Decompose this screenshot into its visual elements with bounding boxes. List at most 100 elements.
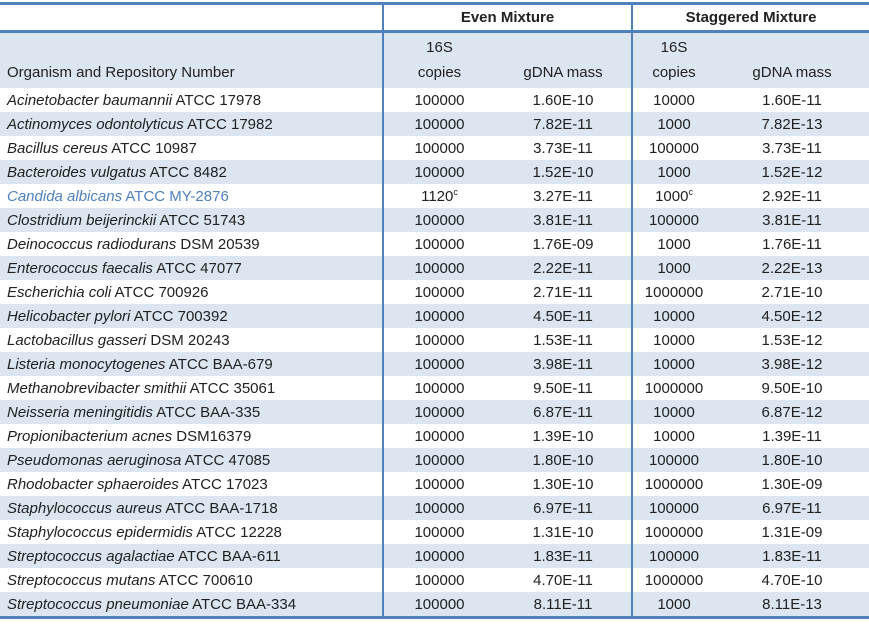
copies-header-line2: copies <box>652 64 696 81</box>
even-16s-copies-cell: 100000 <box>382 328 495 352</box>
staggered-gdna-mass-cell: 4.50E-12 <box>715 304 869 328</box>
even-gdna-mass-cell: 1.60E-10 <box>532 91 594 109</box>
staggered-16s-copies-cell: 100000 <box>631 136 715 160</box>
table-row: Acinetobacter baumannii ATCC 17978 100000… <box>0 88 869 112</box>
organism-name: Propionibacterium acnes <box>7 427 173 445</box>
even-16s-copies-cell: 100000 <box>382 520 495 544</box>
repository-number: ATCC 700392 <box>130 307 228 325</box>
even-gdna-mass-cell: 6.87E-11 <box>495 400 632 424</box>
even-16s-copies-cell: 100000 <box>382 376 495 400</box>
even-gdna-mass-cell: 6.97E-11 <box>495 496 632 520</box>
organism-name: Bacillus cereus <box>7 139 108 157</box>
staggered-gdna-mass-header: gDNA mass <box>715 31 869 88</box>
group-header-row: Even Mixture Staggered Mixture <box>0 3 869 33</box>
staggered-16s-copies-cell: 10000 <box>631 400 715 424</box>
staggered-gdna-mass-cell: 1.60E-11 <box>762 91 822 109</box>
sub-header-row: Organism and Repository Number 16S copie… <box>0 31 869 88</box>
table-row: Propionibacterium acnes DSM16379 100000 1.… <box>0 424 869 448</box>
organism-cell: Neisseria meningitidis ATCC BAA-335 <box>0 400 383 424</box>
organism-name: Staphylococcus aureus <box>7 499 163 517</box>
repository-number: ATCC 8482 <box>146 163 227 181</box>
table-row: Lactobacillus gasseri DSM 20243 100000 1.5… <box>0 328 869 352</box>
organism-name: Pseudomonas aeruginosa <box>7 451 182 469</box>
even-gdna-mass-cell: 8.11E-11 <box>495 592 632 618</box>
organism-name: Actinomyces odontolyticus <box>7 115 184 133</box>
staggered-16s-copies-cell: 1000000 <box>631 280 715 304</box>
staggered-gdna-mass-cell: 4.70E-10 <box>761 571 823 589</box>
organism-cell: Acinetobacter baumannii ATCC 17978 <box>0 88 383 112</box>
table-row: Methanobrevibacter smithii ATCC 35061 100… <box>0 376 869 400</box>
repository-number: ATCC BAA-679 <box>165 355 273 373</box>
even-16s-copies-cell: 100000 <box>382 400 495 424</box>
staggered-gdna-mass-cell: 2.22E-13 <box>715 256 869 280</box>
organism-cell: Actinomyces odontolyticus ATCC 17982 <box>0 112 383 136</box>
table-row: Listeria monocytogenes ATCC BAA-679 10000… <box>0 352 869 376</box>
staggered-16s-copies-cell: 1000 <box>631 160 715 184</box>
organism-name: Streptococcus pneumoniae <box>7 595 189 613</box>
organism-cell: Bacillus cereus ATCC 10987 <box>0 136 383 160</box>
staggered-16s-copies-cell: 1000000 <box>631 472 715 496</box>
even-16s-copies-cell: 100000 <box>382 160 495 184</box>
organism-name: Lactobacillus gasseri <box>7 331 147 349</box>
organism-name: Streptococcus mutans <box>7 571 156 589</box>
even-gdna-mass-cell: 1.52E-10 <box>495 160 632 184</box>
table-row: Escherichia coli ATCC 700926 100000 2.71E-… <box>0 280 869 304</box>
even-gdna-mass-cell: 1.30E-10 <box>532 475 594 493</box>
copies-header-line1: 16S <box>660 39 688 56</box>
organism-cell: Streptococcus pneumoniae ATCC BAA-334 <box>0 592 383 618</box>
repository-number: ATCC 17978 <box>172 91 262 109</box>
organism-name: Bacteroides vulgatus <box>7 163 147 181</box>
even-16s-copies-cell: 100000 <box>382 424 495 448</box>
even-gdna-mass-cell: 7.82E-11 <box>495 112 632 136</box>
staggered-16s-copies-cell: 1000 <box>631 112 715 136</box>
mock-community-table: Even Mixture Staggered Mixture Organism … <box>0 2 869 619</box>
even-16s-copies-cell: 100000 <box>382 448 495 472</box>
repository-number: ATCC 35061 <box>186 379 276 397</box>
repository-number: ATCC 700610 <box>155 571 253 589</box>
table-row: Streptococcus pneumoniae ATCC BAA-334 100… <box>0 592 869 618</box>
staggered-gdna-mass-cell: 6.97E-11 <box>715 496 869 520</box>
organism-cell: Clostridium beijerinckii ATCC 51743 <box>0 208 383 232</box>
staggered-16s-copies-cell: 10000 <box>631 328 715 352</box>
table-row: Candida albicans ATCC MY-2876 1120c 3.27E-… <box>0 184 869 208</box>
repository-number: ATCC 700926 <box>111 283 209 301</box>
even-16s-copies-cell: 1120c <box>382 184 495 208</box>
even-16s-copies-cell: 100000 <box>382 496 495 520</box>
organism-cell: Staphylococcus epidermidis ATCC 12228 <box>0 520 383 544</box>
organism-cell: Bacteroides vulgatus ATCC 8482 <box>0 160 383 184</box>
organism-column-header: Organism and Repository Number <box>0 31 383 88</box>
organism-cell: Listeria monocytogenes ATCC BAA-679 <box>0 352 383 376</box>
staggered-16s-copies-cell: 1000c <box>631 184 715 208</box>
even-16s-copies-cell: 100000 <box>382 352 495 376</box>
staggered-gdna-mass-cell: 1.80E-10 <box>715 448 869 472</box>
organism-cell: Enterococcus faecalis ATCC 47077 <box>0 256 383 280</box>
organism-cell: Streptococcus mutans ATCC 700610 <box>0 568 383 592</box>
organism-cell: Candida albicans ATCC MY-2876 <box>0 184 383 208</box>
repository-number: ATCC BAA-335 <box>152 403 261 421</box>
organism-name: Staphylococcus epidermidis <box>7 523 193 541</box>
organism-name: Deinococcus radiodurans <box>7 235 177 253</box>
organism-name: Methanobrevibacter smithii <box>7 379 187 397</box>
organism-name: Streptococcus agalactiae <box>7 547 175 565</box>
organism-name: Acinetobacter baumannii <box>7 91 173 109</box>
table-body: Acinetobacter baumannii ATCC 17978 100000… <box>0 88 869 618</box>
organism-name: Clostridium beijerinckii <box>7 211 157 229</box>
organism-name: Listeria monocytogenes <box>7 355 166 373</box>
repository-number: ATCC BAA-1718 <box>162 499 278 517</box>
organism-cell: Escherichia coli ATCC 700926 <box>0 280 383 304</box>
organism-cell: Lactobacillus gasseri DSM 20243 <box>0 328 383 352</box>
even-16s-copies-cell: 100000 <box>382 304 495 328</box>
even-gdna-mass-header: gDNA mass <box>495 31 632 88</box>
staggered-16s-copies-cell: 10000 <box>631 304 715 328</box>
staggered-gdna-mass-cell: 9.50E-10 <box>761 379 823 397</box>
staggered-16s-copies-cell: 10000 <box>631 424 715 448</box>
staggered-16s-copies-cell: 100000 <box>631 208 715 232</box>
even-gdna-mass-cell: 1.31E-10 <box>532 523 594 541</box>
staggered-gdna-mass-cell: 3.73E-11 <box>762 139 822 157</box>
table-row: Enterococcus faecalis ATCC 47077 100000 2.… <box>0 256 869 280</box>
staggered-16s-copies-cell: 100000 <box>631 448 715 472</box>
even-16s-copies-header: 16S copies <box>382 31 495 88</box>
staggered-16s-copies-cell: 1000000 <box>631 568 715 592</box>
staggered-gdna-mass-cell: 3.81E-11 <box>715 208 869 232</box>
repository-number: ATCC BAA-334 <box>188 595 297 613</box>
